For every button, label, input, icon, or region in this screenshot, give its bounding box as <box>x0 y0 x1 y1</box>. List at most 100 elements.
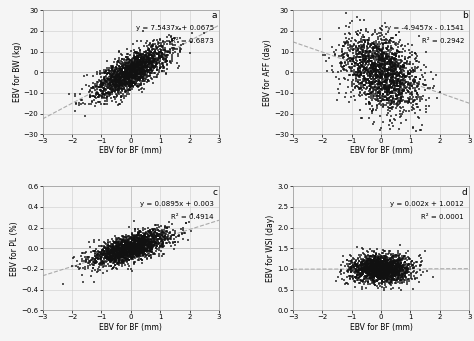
Point <box>127 71 134 76</box>
Point <box>126 84 133 89</box>
Point <box>394 249 402 254</box>
Point <box>364 49 371 54</box>
Point <box>375 47 383 52</box>
Point <box>395 83 402 89</box>
Point <box>408 262 416 268</box>
Point <box>131 236 138 241</box>
Point <box>157 235 164 240</box>
Point <box>379 97 386 103</box>
Point <box>132 62 140 68</box>
Point <box>131 72 139 77</box>
Point <box>108 73 115 78</box>
Point <box>380 270 388 276</box>
Point <box>115 263 123 268</box>
Point <box>352 83 360 89</box>
Point <box>102 74 110 79</box>
Point <box>394 103 401 108</box>
Point <box>409 85 417 90</box>
Point <box>149 240 156 246</box>
Point <box>381 275 389 281</box>
Point <box>118 245 125 250</box>
Point <box>358 257 365 263</box>
Point <box>386 265 394 271</box>
Point <box>374 51 381 57</box>
Point <box>125 242 132 248</box>
Point <box>126 246 134 251</box>
Point <box>408 277 416 282</box>
Text: a: a <box>212 12 217 20</box>
Point <box>145 51 153 56</box>
Point <box>127 88 134 93</box>
Point <box>369 257 377 263</box>
Point <box>354 268 361 273</box>
Point <box>365 260 373 266</box>
Point <box>364 45 371 50</box>
Point <box>155 51 163 56</box>
Point <box>136 65 144 70</box>
Point <box>369 260 376 265</box>
Point <box>381 267 389 273</box>
Point <box>354 267 362 273</box>
Point <box>397 59 404 64</box>
Point <box>386 49 394 54</box>
Point <box>399 66 406 72</box>
Point <box>112 257 119 263</box>
Point <box>365 264 372 269</box>
Point <box>385 251 393 256</box>
Point <box>360 75 367 81</box>
Point <box>126 249 134 254</box>
Point <box>389 120 396 126</box>
Point <box>129 256 137 262</box>
Point <box>361 262 369 267</box>
Point <box>118 245 126 251</box>
Point <box>129 241 137 247</box>
Point <box>111 239 119 244</box>
Point <box>125 76 133 81</box>
Point <box>348 64 356 70</box>
Point <box>124 251 131 257</box>
Point <box>372 71 379 77</box>
Point <box>108 246 116 252</box>
Point <box>148 248 155 254</box>
Point <box>360 281 368 287</box>
Point <box>389 76 397 81</box>
Point <box>356 68 364 73</box>
Point <box>373 263 381 268</box>
Point <box>373 274 381 280</box>
Point <box>380 79 388 84</box>
Point <box>103 71 110 76</box>
Point <box>165 224 173 229</box>
Point <box>369 80 376 85</box>
Point <box>373 266 380 272</box>
Point <box>126 61 133 67</box>
Point <box>128 243 136 249</box>
Point <box>340 75 348 81</box>
Point <box>372 68 379 73</box>
Point <box>167 34 174 39</box>
Point <box>121 241 128 247</box>
Point <box>109 73 116 78</box>
Point <box>133 84 141 89</box>
Point <box>151 234 158 239</box>
Point <box>370 46 377 51</box>
Point <box>367 259 374 265</box>
Point <box>381 264 389 270</box>
Point <box>358 271 365 276</box>
Point <box>162 48 170 53</box>
Point <box>122 256 129 262</box>
Point <box>145 61 152 66</box>
Point <box>150 60 158 65</box>
Point <box>113 249 120 255</box>
Point <box>399 280 406 285</box>
Point <box>144 248 152 254</box>
Point <box>358 265 365 271</box>
Point <box>134 229 141 235</box>
Point <box>89 85 97 91</box>
Point <box>365 116 373 121</box>
Point <box>137 74 145 80</box>
Point <box>121 257 128 262</box>
Point <box>115 75 123 81</box>
Point <box>137 249 145 255</box>
Point <box>372 66 379 72</box>
Point <box>395 272 402 278</box>
